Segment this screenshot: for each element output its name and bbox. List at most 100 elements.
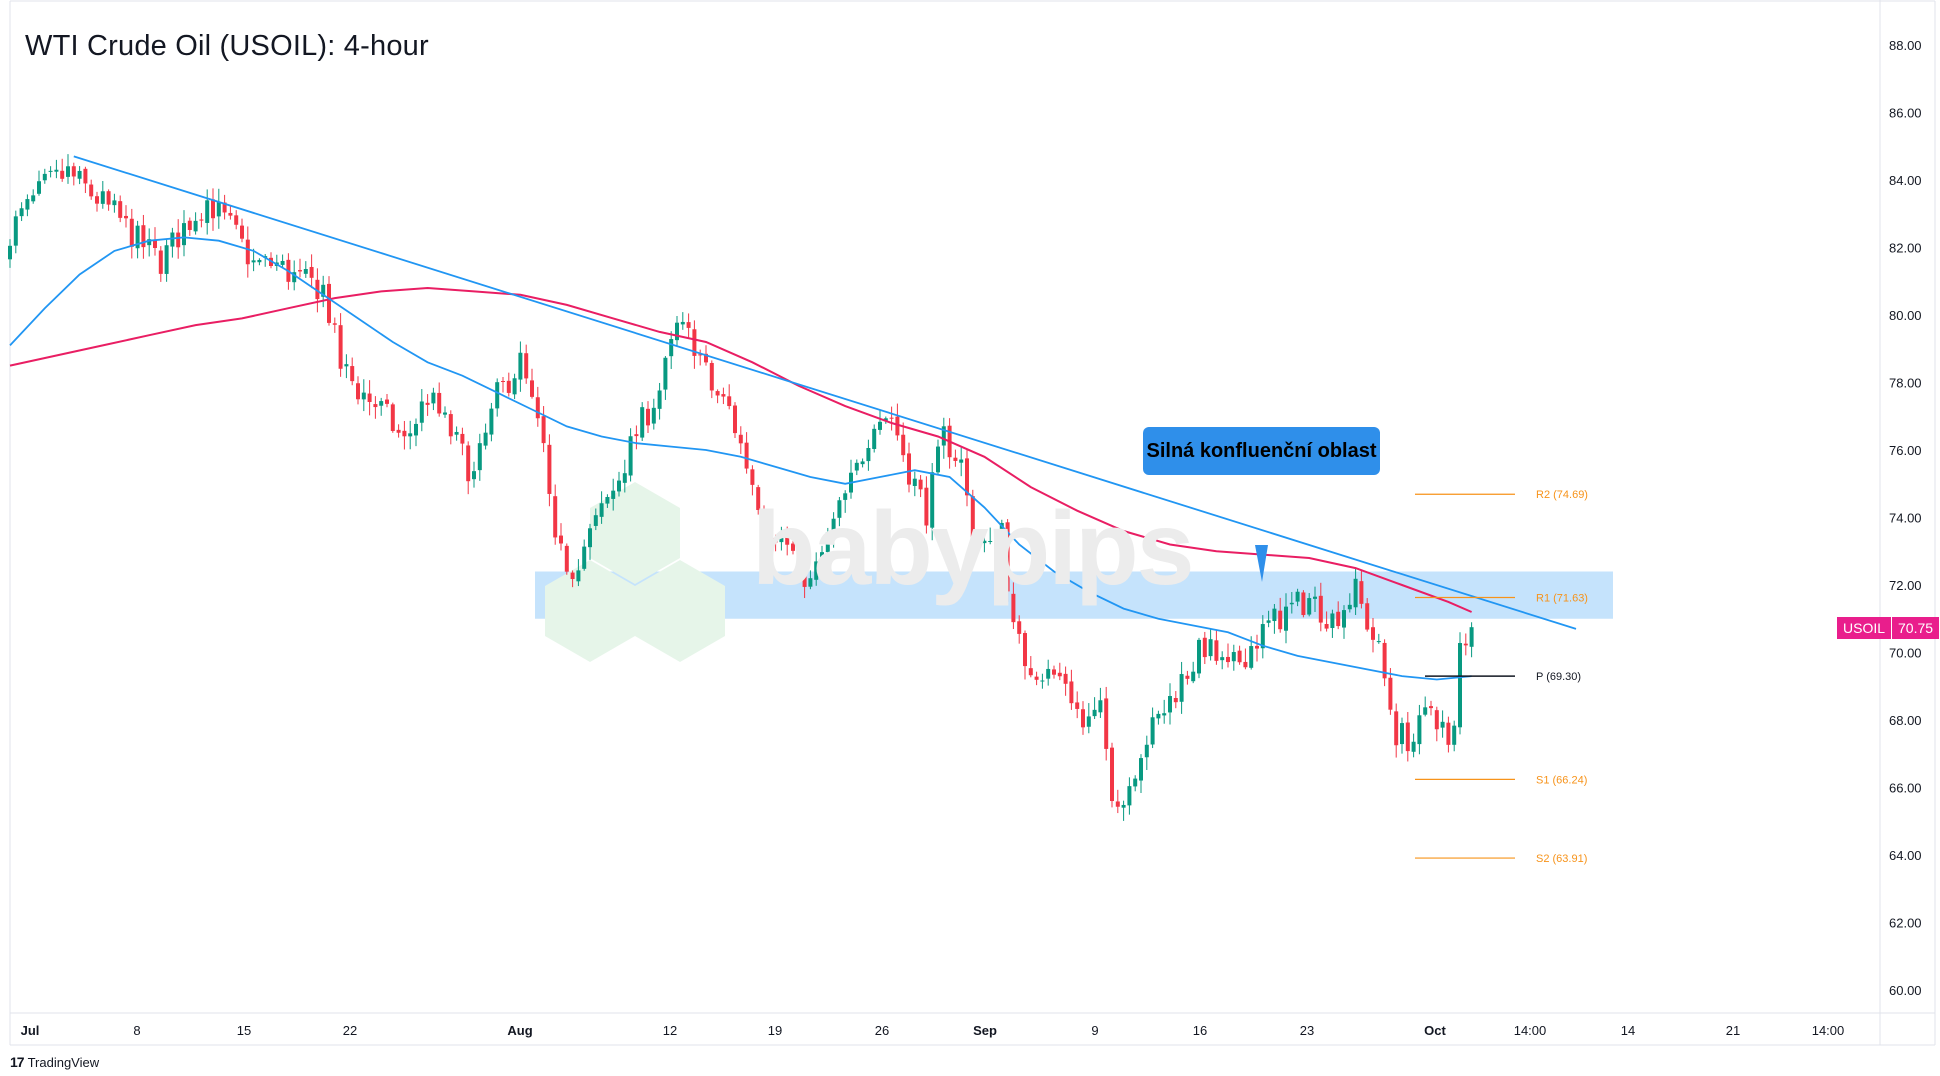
candle-body	[182, 223, 186, 246]
candle-body	[1150, 717, 1155, 745]
candle-body	[959, 459, 964, 463]
moving-average-fast	[9, 236, 1472, 681]
candle-body	[767, 528, 772, 537]
pivot-label: R1 (71.63)	[1536, 592, 1588, 604]
candle-body	[779, 534, 784, 543]
candle-body	[443, 412, 447, 415]
price-tick-label: 68.00	[1889, 713, 1922, 728]
candle-body	[1266, 620, 1271, 623]
candle-body	[489, 408, 494, 435]
candle-body	[1220, 657, 1225, 661]
candle-body	[95, 196, 99, 204]
candle-body	[251, 260, 256, 263]
candle-body	[1063, 673, 1068, 684]
candle-body	[1156, 713, 1161, 719]
candle-body	[1365, 603, 1370, 630]
candle-body	[646, 408, 650, 426]
candle-body	[350, 366, 355, 382]
tradingview-logo-icon: 17	[10, 1054, 25, 1070]
candle-body	[1411, 741, 1416, 752]
candle-body	[118, 201, 123, 218]
candle-body	[31, 195, 36, 202]
time-tick-label: Oct	[1424, 1023, 1446, 1038]
candle-body	[1255, 645, 1259, 649]
price-tick-label: 64.00	[1889, 848, 1922, 863]
price-tick-label: 82.00	[1889, 241, 1922, 256]
candle-body	[1347, 604, 1352, 610]
candle-body	[744, 442, 749, 469]
candle-body	[205, 200, 210, 223]
candle-body	[501, 380, 505, 382]
candle-body	[680, 321, 685, 325]
candle-body	[1469, 627, 1474, 647]
descending-trendline	[73, 155, 1577, 630]
candle-body	[460, 433, 465, 444]
candle-body	[332, 323, 337, 325]
candle-body	[518, 352, 523, 380]
candle-body	[791, 543, 795, 551]
price-tick-label: 84.00	[1889, 173, 1922, 188]
candle-body	[37, 181, 41, 194]
candle-body	[472, 471, 476, 480]
candle-body	[1353, 578, 1358, 608]
candle-body	[1237, 650, 1242, 663]
candle-body	[541, 416, 546, 444]
candle-body	[1086, 716, 1091, 727]
candle-body	[1214, 640, 1219, 661]
candle-body	[837, 500, 842, 518]
time-tick-label: 26	[875, 1023, 889, 1038]
candle-body	[13, 216, 18, 246]
candle-body	[1017, 621, 1022, 634]
time-tick-label: Sep	[973, 1023, 997, 1038]
candle-body	[570, 572, 575, 580]
chart-title: WTI Crude Oil (USOIL): 4-hour	[25, 30, 429, 62]
candle-body	[1423, 707, 1428, 715]
candle-body	[234, 215, 239, 225]
candle-body	[1371, 627, 1375, 640]
candle-body	[100, 191, 105, 204]
candle-body	[483, 432, 488, 446]
moving-average-slow	[9, 286, 1472, 613]
time-tick-label: Jul	[21, 1023, 40, 1038]
candle-body	[524, 353, 529, 379]
candle-body	[802, 551, 807, 587]
candle-body	[756, 487, 761, 510]
time-tick-label: 14:00	[1514, 1023, 1547, 1038]
candle-body	[477, 443, 482, 471]
time-tick-label: 8	[133, 1023, 140, 1038]
candle-body	[303, 268, 308, 274]
candle-body	[785, 532, 790, 545]
candle-body	[628, 436, 633, 476]
candle-body	[402, 430, 407, 437]
candle-body	[912, 478, 917, 486]
candle-body	[669, 339, 674, 357]
price-tick-label: 76.00	[1889, 443, 1922, 458]
candle-body	[750, 469, 755, 485]
candle-body	[245, 239, 250, 265]
candle-body	[240, 225, 244, 239]
candle-body	[1046, 668, 1051, 679]
candle-body	[1173, 698, 1178, 703]
candle-body	[1307, 598, 1312, 615]
candle-body	[715, 391, 720, 396]
current-price-tag: USOIL 70.75	[1837, 617, 1940, 639]
candle-body	[692, 329, 697, 356]
time-axis[interactable]: Jul 8 15 22 Aug 12 19 26 Sep 9 16 23 Oct 14:00 14 21 14:…	[21, 1023, 1845, 1038]
candle-body	[1104, 698, 1109, 749]
candle-body	[657, 390, 662, 409]
candle-body	[414, 423, 418, 436]
candle-body	[257, 259, 262, 263]
candle-body	[466, 445, 471, 482]
candle-body	[820, 552, 824, 560]
tradingview-branding[interactable]: 17 TradingView	[10, 1054, 99, 1070]
candle-body	[1110, 747, 1114, 802]
candle-body	[953, 457, 958, 461]
candle-body	[1278, 610, 1283, 630]
candle-body	[1005, 522, 1010, 592]
candle-body	[1028, 668, 1033, 676]
price-axis[interactable]: 88.00 86.00 84.00 82.00 80.00 78.00 76.00 74.00…	[1889, 38, 1922, 998]
watermark-logo	[545, 482, 725, 662]
candle-body	[292, 272, 297, 283]
time-tick-label: 21	[1726, 1023, 1740, 1038]
